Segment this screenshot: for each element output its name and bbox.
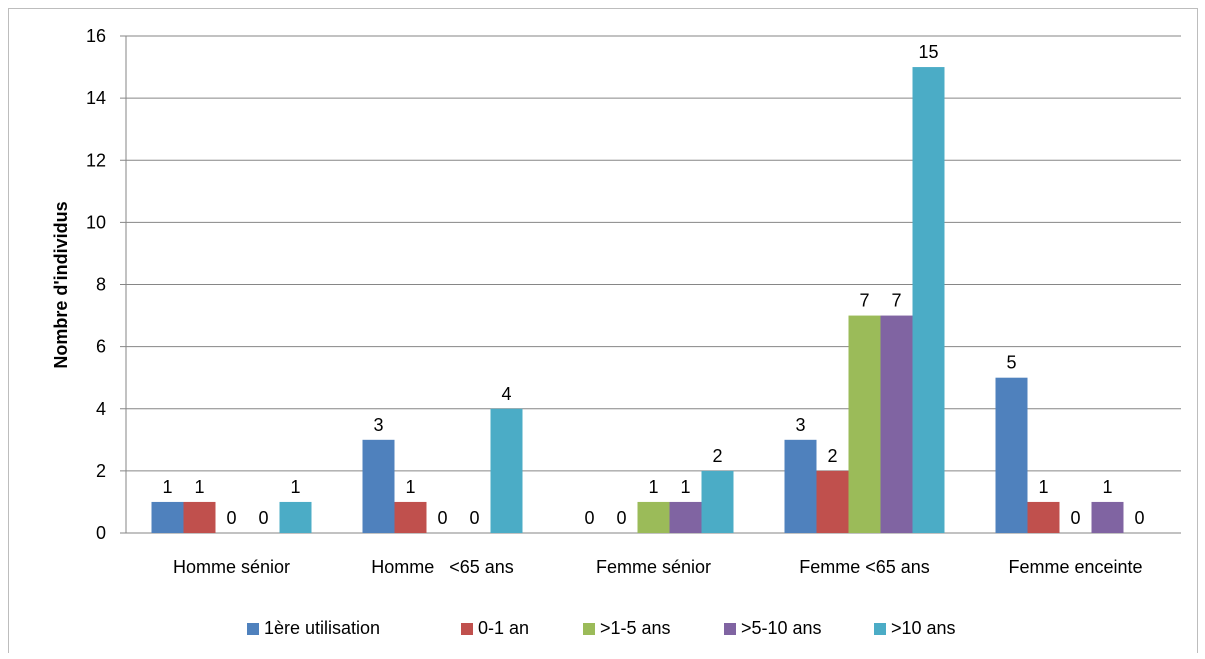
- bar: [183, 501, 216, 533]
- y-axis-ticks: 0 2 4 6 8 10 12 14 16: [86, 26, 106, 543]
- data-label: 1: [680, 477, 690, 497]
- data-label: 4: [501, 384, 511, 404]
- bar: [151, 501, 184, 533]
- data-label: 1: [1102, 477, 1112, 497]
- data-label: 0: [1070, 508, 1080, 528]
- y-tick-label: 14: [86, 88, 106, 108]
- data-label: 15: [918, 42, 938, 62]
- legend-swatch: [874, 623, 886, 635]
- bar: [394, 501, 427, 533]
- legend-label: 0-1 an: [478, 618, 529, 638]
- legend-label: >10 ans: [891, 618, 956, 638]
- data-label: 3: [795, 415, 805, 435]
- x-axis-categories: Homme sénior Homme <65 ans Femme sénior Fem…: [173, 557, 1143, 577]
- data-label: 1: [648, 477, 658, 497]
- data-label: 0: [584, 508, 594, 528]
- x-category-label: Femme enceinte: [1008, 557, 1142, 577]
- y-tick-label: 12: [86, 150, 106, 170]
- data-label: 0: [258, 508, 268, 528]
- legend-label: 1ère utilisation: [264, 618, 380, 638]
- chart-frame: [8, 8, 1198, 653]
- bar: [362, 439, 395, 533]
- x-category-label: Homme <65 ans: [371, 557, 514, 577]
- data-label: 0: [437, 508, 447, 528]
- x-category-label: Homme sénior: [173, 557, 290, 577]
- y-tick-label: 16: [86, 26, 106, 46]
- bar: [784, 439, 817, 533]
- y-axis-label: Nombre d'individus: [51, 201, 71, 368]
- y-tick-label: 0: [96, 523, 106, 543]
- data-label: 0: [469, 508, 479, 528]
- data-label: 0: [1134, 508, 1144, 528]
- legend-swatch: [724, 623, 736, 635]
- data-label: 3: [373, 415, 383, 435]
- bar: [701, 470, 734, 533]
- data-label: 0: [616, 508, 626, 528]
- bar: [669, 501, 702, 533]
- y-tick-label: 2: [96, 461, 106, 481]
- y-tick-label: 4: [96, 399, 106, 419]
- bar: [816, 470, 849, 533]
- bar: [637, 501, 670, 533]
- data-label: 1: [405, 477, 415, 497]
- legend-swatch: [461, 623, 473, 635]
- x-category-label: Femme <65 ans: [799, 557, 930, 577]
- bar: [995, 377, 1028, 533]
- data-label: 0: [226, 508, 236, 528]
- data-label: 2: [712, 446, 722, 466]
- bar: [490, 408, 523, 533]
- data-label: 7: [891, 291, 901, 311]
- legend: 1ère utilisation 0-1 an >1-5 ans >5-10 ans >…: [247, 618, 956, 638]
- data-label: 2: [827, 446, 837, 466]
- legend-swatch: [583, 623, 595, 635]
- data-label: 1: [290, 477, 300, 497]
- y-tick-label: 6: [96, 337, 106, 357]
- data-label: 7: [859, 291, 869, 311]
- data-labels: 1 1 0 0 1 3 1 0 0 4 0 0 1 1 2 3 2 7 7 15 5 1 0 1 0: [162, 42, 1144, 528]
- bar: [848, 315, 881, 533]
- x-category-label: Femme sénior: [596, 557, 711, 577]
- bar: [912, 67, 945, 533]
- data-label: 1: [1038, 477, 1048, 497]
- legend-swatch: [247, 623, 259, 635]
- data-label: 5: [1006, 353, 1016, 373]
- legend-label: >5-10 ans: [741, 618, 822, 638]
- bar: [880, 315, 913, 533]
- data-label: 1: [162, 477, 172, 497]
- y-tick-label: 10: [86, 212, 106, 232]
- data-label: 1: [194, 477, 204, 497]
- legend-label: >1-5 ans: [600, 618, 671, 638]
- bar: [1027, 501, 1060, 533]
- y-tick-label: 8: [96, 275, 106, 295]
- bar: [279, 501, 312, 533]
- bars: [151, 67, 1124, 533]
- bar: [1091, 501, 1124, 533]
